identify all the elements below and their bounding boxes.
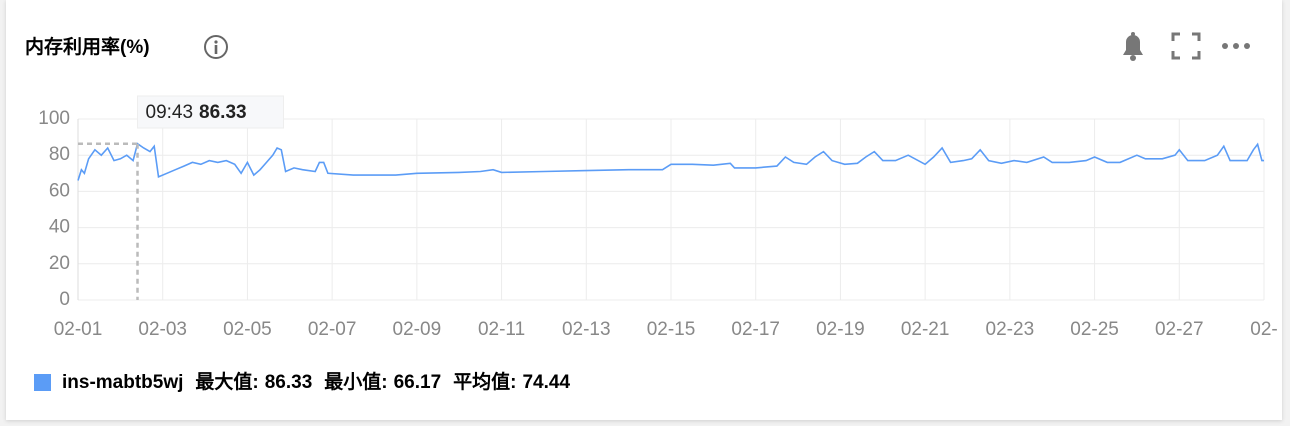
x-tick-label: 02-25	[1070, 319, 1119, 340]
fullscreen-icon[interactable]	[1171, 32, 1201, 60]
stat-value: 74.44	[522, 372, 570, 393]
x-tick-label: 02-11	[478, 319, 525, 340]
x-tick-label: 02-09	[393, 319, 442, 340]
x-tick-label: 02-03	[138, 319, 187, 340]
stat-label: 最小值:	[324, 370, 387, 393]
x-tick-label: 02-19	[816, 319, 865, 340]
stat-label: 平均值:	[453, 370, 516, 393]
info-icon[interactable]	[204, 35, 228, 59]
tooltip-time: 09:43	[146, 102, 194, 123]
y-tick-label: 20	[49, 253, 70, 274]
y-tick-label: 100	[38, 108, 70, 129]
more-icon[interactable]	[1222, 43, 1250, 49]
y-tick-label: 60	[49, 180, 70, 201]
alarm-icon[interactable]	[1123, 32, 1143, 61]
x-tick-label: 02-05	[223, 319, 272, 340]
x-tick-label: 02-17	[731, 319, 780, 340]
x-tick-label: 02-13	[562, 319, 611, 340]
stat-label: 最大值:	[195, 370, 258, 393]
y-tick-label: 0	[59, 289, 70, 310]
tooltip-box	[137, 95, 285, 129]
chart-title: 内存利用率(%)	[25, 35, 150, 58]
legend-name: ins-mabtb5wj	[62, 372, 183, 393]
x-tick-label: 02-21	[901, 319, 950, 340]
tooltip-text: 09:43 86.33	[146, 102, 247, 123]
legend-text: ins-mabtb5wj 最大值: 86.33 最小值: 66.17 平均值: 74.44	[62, 370, 570, 393]
x-tick-label: 02-23	[986, 319, 1035, 340]
x-tick-label: 02-27	[1155, 319, 1204, 340]
legend-swatch	[34, 374, 51, 391]
y-tick-label: 40	[49, 217, 70, 238]
x-tick-label: 02-	[1250, 319, 1277, 340]
line	[77, 142, 1264, 181]
y-tick-label: 80	[49, 144, 70, 165]
stat-value: 86.33	[265, 372, 313, 393]
stat-value: 66.17	[394, 372, 442, 393]
card: 内存利用率(%) 0 20 40 60 80 100 02-01 02-03 02-05 02-0…	[6, 0, 1282, 420]
x-tick-label: 02-01	[54, 319, 103, 340]
x-tick-label: 02-15	[647, 319, 696, 340]
tooltip-value: 86.33	[199, 102, 247, 123]
x-tick-label: 02-07	[308, 319, 357, 340]
